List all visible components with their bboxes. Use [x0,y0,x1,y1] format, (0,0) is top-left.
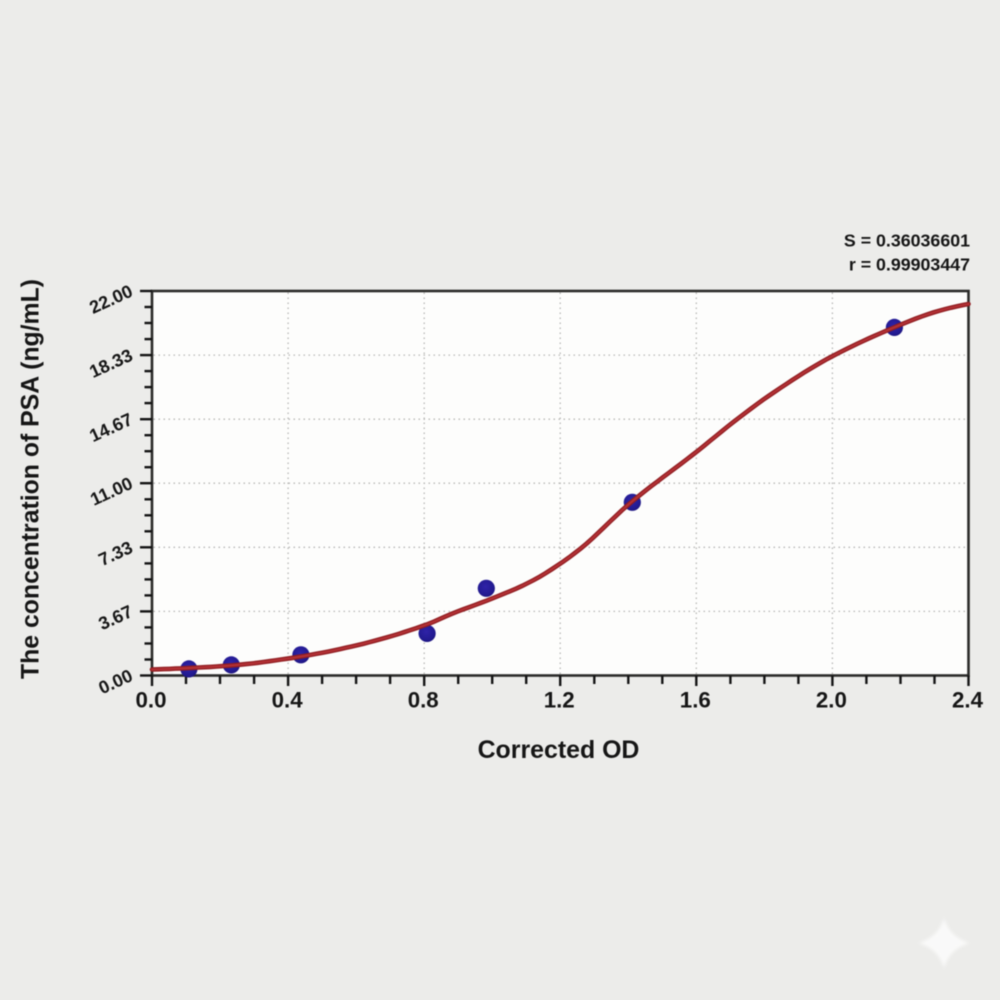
svg-text:0.0: 0.0 [136,687,167,712]
svg-text:r = 0.99903447: r = 0.99903447 [849,255,970,275]
svg-text:0.8: 0.8 [408,687,439,712]
svg-text:Corrected OD: Corrected OD [478,736,640,764]
svg-text:1.6: 1.6 [680,687,711,712]
svg-text:S = 0.36036601: S = 0.36036601 [844,231,970,251]
svg-text:2.4: 2.4 [952,687,984,712]
svg-text:2.0: 2.0 [816,687,847,712]
svg-text:1.2: 1.2 [544,687,575,712]
svg-text:The concentration of PSA (ng/m: The concentration of PSA (ng/mL) [18,279,45,679]
svg-text:0.4: 0.4 [272,687,304,712]
